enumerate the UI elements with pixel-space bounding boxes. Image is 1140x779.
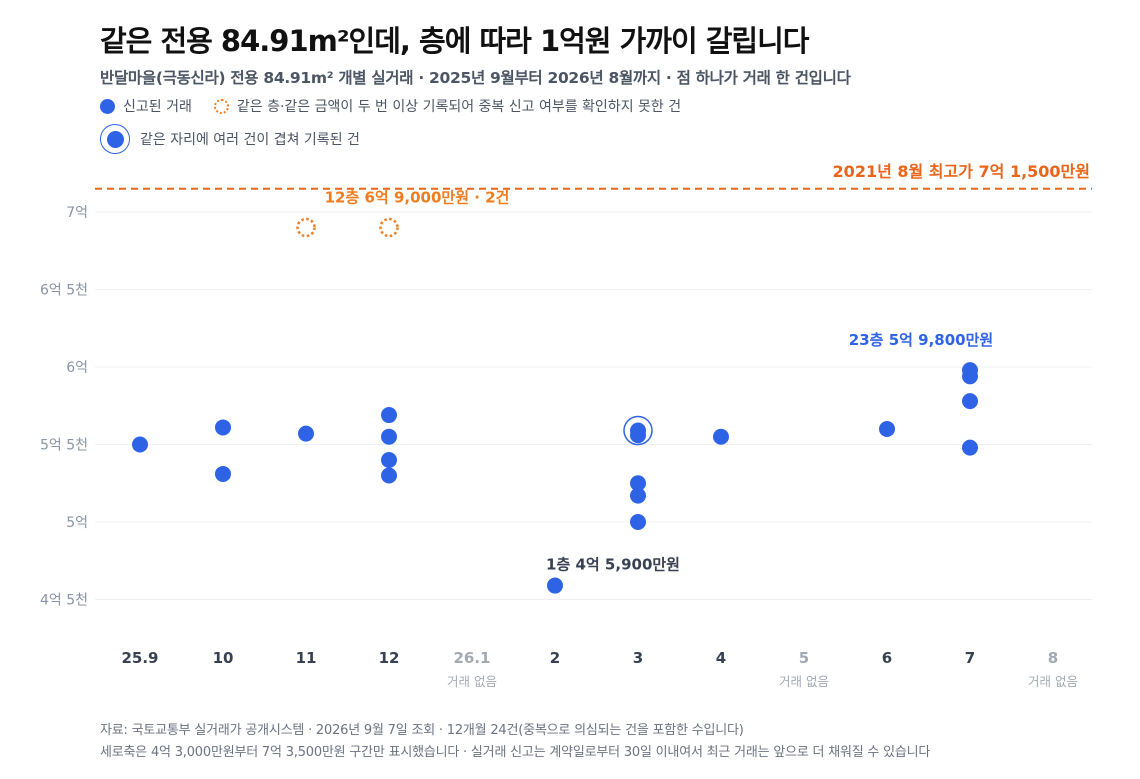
trade-point	[630, 475, 646, 492]
x-tick-label: 7	[965, 649, 975, 667]
trade-point	[713, 428, 729, 445]
source-notes: 자료: 국토교통부 실거래가 공개시스템 · 2026년 9월 7일 조회 · …	[100, 720, 930, 764]
filled-dot-icon	[100, 98, 115, 114]
trade-point	[630, 427, 646, 444]
trade-point	[962, 439, 978, 456]
x-tick-label: 10	[213, 649, 234, 667]
no-trade-label: 거래 없음	[447, 674, 497, 689]
y-tick-label: 6억	[66, 360, 88, 376]
scatter-chart: 2021년 8월 최고가 7억 1,500만원 4억 5천 5억 5억 5천 6억 6억…	[40, 162, 1092, 689]
trade-point	[547, 577, 563, 594]
legend-second-row: 같은 자리에 여러 건이 겹쳐 기록된 건	[100, 124, 382, 154]
y-tick-label: 7억	[66, 205, 88, 221]
y-tick-label: 5억	[66, 515, 88, 531]
trade-point	[298, 425, 314, 442]
trade-point	[215, 465, 231, 482]
ringed-dot-icon	[100, 124, 130, 154]
y-tick-label: 5억 5천	[40, 438, 88, 454]
source-note: 자료: 국토교통부 실거래가 공개시스템 · 2026년 9월 7일 조회 · …	[100, 723, 744, 738]
x-tick-label: 11	[296, 649, 317, 667]
x-tick-label: 12	[379, 649, 400, 667]
trade-point	[630, 487, 646, 504]
chart-subtitle: 반달마을(극동신라) 전용 84.91m² 개별 실거래 · 2025년 9월부…	[100, 69, 851, 87]
trade-point	[381, 428, 397, 445]
y-tick-label: 4억 5천	[40, 593, 88, 609]
no-trade-label: 거래 없음	[1028, 674, 1078, 689]
no-trade-label: 거래 없음	[779, 674, 829, 689]
x-tick-label: 5	[799, 649, 809, 667]
x-tick-label: 25.9	[121, 649, 158, 667]
trade-point	[132, 436, 148, 453]
x-tick-label: 8	[1048, 649, 1058, 667]
x-tick-label: 2	[550, 649, 560, 667]
legend-label-reported: 신고된 거래	[123, 99, 192, 115]
y-tick-label: 6억 5천	[40, 283, 88, 299]
x-tick-label: 4	[716, 649, 726, 667]
x-tick-label: 6	[882, 649, 892, 667]
trade-point	[381, 452, 397, 468]
x-tick-label: 3	[633, 649, 643, 667]
legend-label-overlapping: 같은 자리에 여러 건이 겹쳐 기록된 건	[140, 132, 360, 148]
trade-point	[879, 421, 895, 437]
data-annotation: 23층 5억 9,800만원	[849, 331, 993, 349]
duplicate-trade-point	[379, 217, 399, 238]
trade-point	[962, 393, 978, 410]
data-annotation: 12층 6억 9,000만원 · 2건	[325, 189, 510, 207]
legend: 신고된 거래 같은 층·같은 금액이 두 번 이상 기록되어 중복 신고 여부를…	[100, 96, 703, 116]
duplicate-trade-point	[296, 217, 316, 238]
peak-price-label: 2021년 8월 최고가 7억 1,500만원	[833, 162, 1090, 181]
trade-point	[381, 407, 397, 424]
dashed-circle-icon	[213, 98, 229, 114]
chart-title: 같은 전용 84.91m²인데, 층에 따라 1억원 가까이 갈립니다	[100, 24, 809, 58]
x-tick-label: 26.1	[453, 649, 490, 667]
trade-point	[215, 419, 231, 436]
trade-point	[381, 467, 397, 484]
trade-point	[630, 514, 646, 530]
legend-label-duplicate: 같은 층·같은 금액이 두 번 이상 기록되어 중복 신고 여부를 확인하지 못…	[236, 99, 682, 115]
data-annotation: 1층 4억 5,900만원	[546, 556, 680, 574]
trade-point	[962, 368, 978, 385]
axis-note: 세로축은 4억 3,000만원부터 7억 3,500만원 구간만 표시했습니다 …	[100, 745, 931, 760]
